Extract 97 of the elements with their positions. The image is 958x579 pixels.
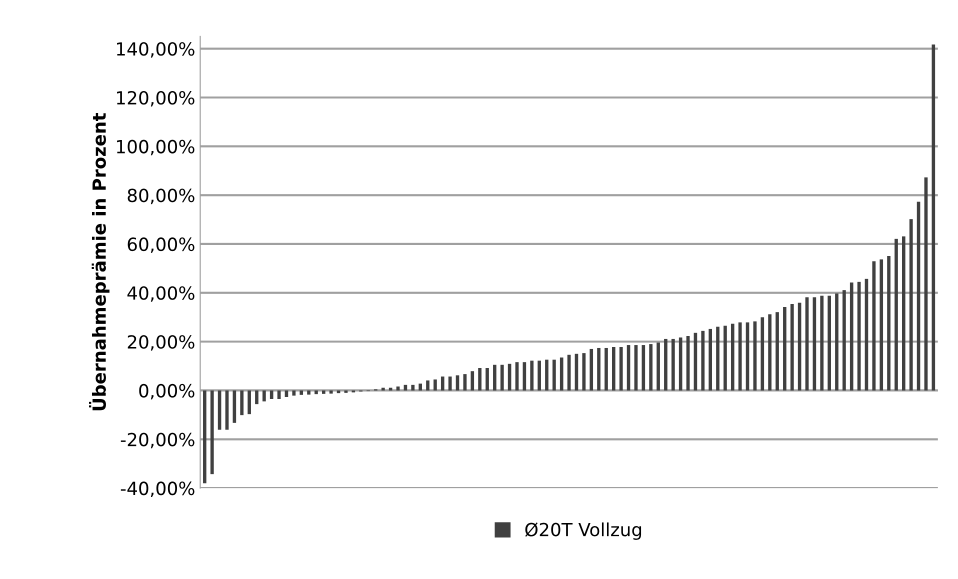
bar [805, 297, 809, 390]
bar [470, 371, 474, 390]
bar [656, 342, 660, 390]
bar [538, 360, 541, 390]
bar [916, 202, 920, 390]
bar [842, 290, 846, 390]
bar [552, 360, 556, 390]
bar [545, 360, 548, 390]
y-tick-label: 60,00% [128, 237, 194, 253]
bar [597, 348, 600, 390]
bar [820, 296, 824, 390]
bar [768, 314, 772, 390]
bar [835, 294, 838, 390]
bar [314, 390, 318, 394]
bar [880, 259, 884, 390]
legend-label: Ø20T Vollzug [525, 522, 642, 540]
bar [760, 317, 764, 390]
y-tick-label: 40,00% [127, 286, 194, 302]
bar [440, 376, 444, 390]
bar [225, 390, 229, 430]
bar [388, 388, 392, 390]
bar [812, 297, 816, 390]
bar [634, 345, 638, 390]
bar [329, 390, 333, 394]
bar [255, 390, 258, 404]
bar [872, 261, 876, 390]
bar [724, 326, 727, 390]
bar [828, 296, 831, 390]
y-tick-label: -20,00% [120, 432, 194, 448]
bar [664, 338, 668, 390]
bar [678, 337, 682, 390]
bar [753, 321, 757, 390]
bar [850, 282, 854, 390]
bar [798, 302, 802, 390]
bar [500, 364, 504, 390]
y-tick-label: -40,00% [120, 482, 194, 498]
bar [730, 324, 734, 390]
bar [515, 362, 519, 390]
bar [894, 238, 898, 390]
bar [396, 386, 400, 390]
bar [776, 312, 779, 390]
bar [590, 348, 594, 390]
bar [783, 306, 786, 390]
y-tick-label: 100,00% [117, 140, 194, 156]
bar [530, 360, 534, 390]
bar [612, 346, 616, 390]
bar [649, 344, 653, 390]
bar [210, 390, 214, 474]
bar [307, 390, 310, 395]
bar [902, 236, 906, 390]
bar [560, 357, 564, 390]
bar [448, 376, 452, 390]
bar [478, 368, 482, 390]
bar [418, 384, 422, 390]
bar [582, 353, 586, 390]
y-tick-label: 80,00% [128, 188, 194, 204]
bar [493, 364, 496, 390]
bar [292, 390, 296, 396]
y-axis-title: Übernahmeprämie in Prozent [89, 113, 110, 410]
bar [486, 368, 489, 390]
bar [701, 330, 705, 390]
bar [708, 328, 712, 390]
bar [411, 384, 415, 390]
bar [864, 278, 868, 390]
bar [522, 362, 526, 390]
y-tick-label: 0,00% [139, 384, 194, 400]
bar [262, 390, 266, 402]
bar [671, 338, 675, 390]
bar [203, 390, 206, 484]
bar [909, 219, 913, 390]
bar [344, 390, 348, 393]
bar [642, 345, 646, 390]
bar [686, 336, 690, 390]
bar [790, 304, 794, 390]
bar [857, 282, 861, 390]
y-tick-label: 140,00% [117, 42, 194, 58]
bar [381, 388, 385, 390]
bar [248, 390, 251, 414]
bar [240, 390, 244, 416]
bar [932, 44, 936, 390]
bar [716, 326, 720, 390]
bar [270, 390, 274, 399]
bar [426, 380, 430, 390]
y-tick-label: 20,00% [128, 335, 194, 351]
bar [322, 390, 326, 394]
bar [463, 374, 467, 390]
bar [924, 177, 928, 390]
bar [604, 348, 608, 390]
bar [232, 390, 236, 423]
bar [218, 390, 222, 430]
bar [738, 322, 742, 390]
bar [434, 379, 437, 390]
bar [626, 345, 630, 390]
bar [619, 346, 623, 390]
y-tick-label: 120,00% [117, 90, 194, 106]
bar [300, 390, 304, 395]
bar [887, 256, 890, 390]
